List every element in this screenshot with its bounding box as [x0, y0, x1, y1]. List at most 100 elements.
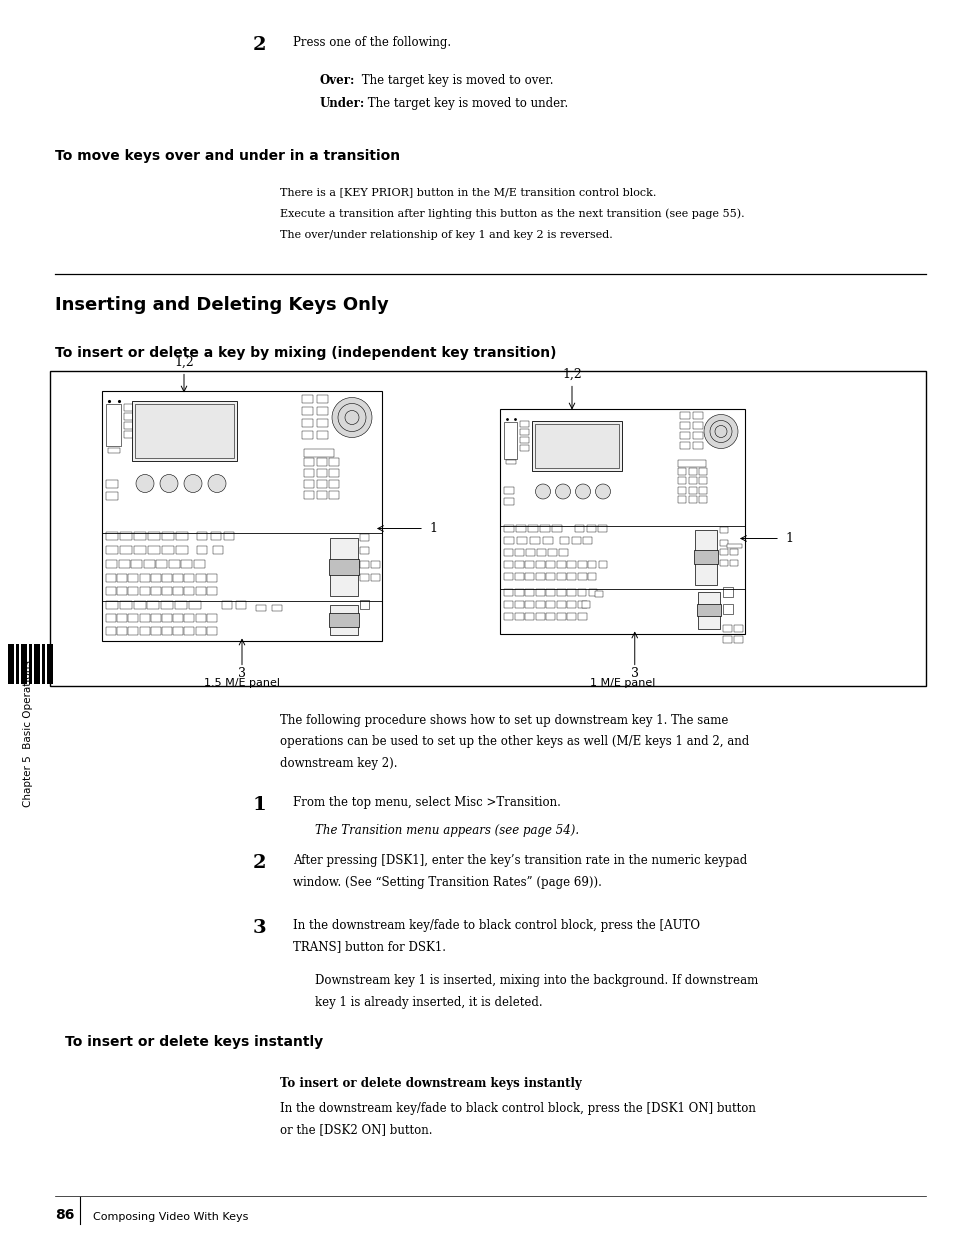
Bar — [566, 601, 576, 607]
Bar — [102, 391, 381, 641]
Bar — [535, 561, 544, 567]
Bar — [595, 591, 602, 597]
Bar — [729, 560, 738, 566]
Bar — [195, 627, 206, 634]
Bar — [519, 444, 529, 450]
Text: The over/under relationship of key 1 and key 2 is reversed.: The over/under relationship of key 1 and… — [280, 230, 612, 240]
Bar — [524, 588, 534, 596]
Circle shape — [184, 474, 202, 493]
Bar — [316, 418, 328, 427]
Bar — [503, 572, 513, 580]
Text: Downstream key 1 is inserted, mixing into the background. If downstream: Downstream key 1 is inserted, mixing int… — [314, 974, 758, 986]
Circle shape — [703, 414, 738, 449]
Bar — [148, 546, 160, 554]
Bar — [545, 588, 555, 596]
Bar — [304, 469, 314, 476]
Bar — [175, 546, 188, 554]
Bar — [537, 549, 545, 556]
Text: TRANS] button for DSK1.: TRANS] button for DSK1. — [293, 940, 446, 953]
Text: Under:: Under: — [319, 97, 365, 109]
Bar — [535, 572, 544, 580]
Text: To insert or delete a key by mixing (independent key transition): To insert or delete a key by mixing (ind… — [55, 346, 556, 360]
Bar — [117, 627, 127, 634]
Text: 1,2: 1,2 — [174, 356, 193, 368]
Bar — [196, 546, 207, 554]
Bar — [151, 587, 161, 595]
Bar — [139, 573, 150, 582]
Bar — [699, 476, 706, 484]
Bar — [545, 561, 555, 567]
Bar — [207, 573, 216, 582]
Circle shape — [555, 484, 570, 499]
Bar — [173, 613, 183, 622]
Text: 86: 86 — [55, 1208, 74, 1222]
Bar — [503, 536, 514, 544]
Circle shape — [345, 411, 358, 424]
Bar — [316, 469, 326, 476]
Bar — [195, 573, 206, 582]
Bar — [503, 422, 517, 459]
Bar — [184, 587, 194, 595]
Bar — [698, 591, 720, 628]
Text: Press one of the following.: Press one of the following. — [293, 36, 451, 49]
Bar — [117, 587, 127, 595]
Bar — [330, 605, 357, 634]
Bar — [47, 644, 53, 684]
Bar — [148, 601, 159, 608]
Bar — [316, 458, 326, 465]
Bar — [545, 601, 555, 607]
Bar — [224, 532, 233, 540]
Bar — [330, 537, 357, 596]
Bar — [587, 572, 596, 580]
Bar — [503, 549, 513, 556]
Bar — [148, 532, 160, 540]
Bar — [503, 525, 514, 531]
Bar — [722, 586, 732, 597]
Bar — [173, 587, 183, 595]
Bar — [117, 613, 127, 622]
Bar — [503, 588, 513, 596]
Bar — [577, 561, 586, 567]
Bar — [692, 442, 702, 449]
Bar — [503, 561, 513, 567]
Text: 3: 3 — [237, 667, 246, 679]
Circle shape — [595, 484, 610, 499]
Bar — [556, 572, 565, 580]
Bar — [505, 459, 516, 464]
Bar — [151, 613, 161, 622]
Bar — [720, 540, 727, 546]
Text: There is a [KEY PRIOR] button in the M/E transition control block.: There is a [KEY PRIOR] button in the M/E… — [280, 187, 656, 197]
Bar — [169, 560, 179, 569]
Bar — [304, 479, 314, 488]
Bar — [106, 546, 118, 554]
Bar — [124, 403, 133, 411]
Bar — [588, 588, 597, 596]
Circle shape — [535, 484, 550, 499]
Bar — [129, 627, 138, 634]
Bar — [503, 601, 513, 607]
Bar — [577, 601, 586, 607]
Text: 2: 2 — [253, 36, 266, 53]
Bar — [316, 407, 328, 414]
Bar — [304, 449, 334, 457]
Bar — [124, 422, 133, 428]
Bar — [162, 587, 172, 595]
Text: To move keys over and under in a transition: To move keys over and under in a transit… — [55, 149, 399, 163]
Bar — [678, 476, 685, 484]
Text: operations can be used to set up the other keys as well (M/E keys 1 and 2, and: operations can be used to set up the oth… — [280, 735, 748, 748]
Bar — [106, 627, 116, 634]
Bar — [162, 613, 172, 622]
Bar — [556, 561, 565, 567]
Bar — [193, 560, 204, 569]
Bar — [692, 422, 702, 428]
Bar — [106, 479, 118, 488]
Bar — [272, 605, 282, 611]
Bar — [582, 536, 592, 544]
Bar — [515, 549, 523, 556]
Bar — [519, 420, 529, 427]
Bar — [571, 536, 579, 544]
Bar — [516, 525, 525, 531]
Bar — [678, 496, 685, 503]
Bar — [156, 560, 167, 569]
Bar — [106, 601, 118, 608]
